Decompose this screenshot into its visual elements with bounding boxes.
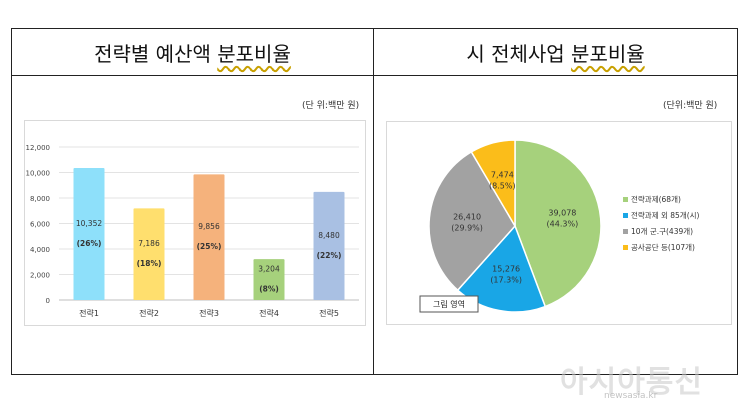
pie-percent-label: (44.3%) bbox=[547, 219, 579, 228]
pie-slice bbox=[456, 224, 547, 313]
pie-slice bbox=[428, 150, 516, 292]
bar-chart: 0 2,000 4,000 6,000 8,000 10,000 12,000 10,352 (… bbox=[26, 144, 359, 318]
outer-frame bbox=[11, 28, 738, 375]
legend-swatch bbox=[623, 229, 628, 234]
bar-value-label: 3,204 bbox=[258, 265, 280, 274]
legend-label: 10개 군.구(439개) bbox=[631, 226, 693, 236]
header-divider bbox=[11, 75, 738, 76]
left-title: 전략별 예산액 분포비율 bbox=[12, 30, 373, 74]
tooltip-box bbox=[419, 295, 479, 313]
pie-percent-label: (8.5%) bbox=[489, 182, 516, 191]
y-tick-label: 12,000 bbox=[26, 144, 51, 152]
pie-slice bbox=[514, 139, 602, 308]
bar-value-label: 9,856 bbox=[198, 222, 220, 231]
legend-label: 공사공단 등(107개) bbox=[631, 242, 695, 252]
y-tick-label: 6,000 bbox=[30, 221, 50, 229]
watermark-logo: 아시아통신 bbox=[560, 365, 703, 400]
legend-swatch bbox=[623, 197, 628, 202]
y-tick-label: 0 bbox=[46, 297, 50, 305]
pie-value-label: 7,474 bbox=[491, 171, 514, 180]
right-title-underlined: 분포비율 bbox=[571, 41, 645, 66]
bar-percent-label: (25%) bbox=[197, 242, 222, 251]
y-tick-label: 2,000 bbox=[30, 272, 50, 280]
bar-percent-label: (26%) bbox=[77, 239, 102, 248]
pie-slice bbox=[470, 139, 516, 229]
y-tick-label: 10,000 bbox=[26, 170, 51, 178]
column-divider bbox=[373, 28, 374, 375]
x-category-label: 전략1 bbox=[79, 308, 99, 318]
y-tick-label: 8,000 bbox=[30, 195, 50, 203]
bar-percent-label: (22%) bbox=[317, 251, 342, 260]
watermark-url: newsasia.kr bbox=[604, 391, 658, 401]
pie-chart-panel: 39,078 (44.3%) 15,276 (17.3%) 26,410 (29.9%) 7… bbox=[386, 121, 732, 325]
x-category-label: 전략3 bbox=[199, 308, 219, 318]
bar-percent-label: (8%) bbox=[259, 285, 279, 294]
pie-value-label: 39,078 bbox=[548, 208, 576, 217]
bar-chart-panel: 0 2,000 4,000 6,000 8,000 10,000 12,000 10,352 (… bbox=[24, 120, 366, 326]
y-tick-label: 4,000 bbox=[30, 246, 50, 254]
pie-percent-label: (17.3%) bbox=[490, 275, 522, 284]
bar bbox=[313, 191, 345, 300]
bar-value-label: 8,480 bbox=[318, 231, 340, 240]
right-title-main: 시 전체사업 bbox=[466, 41, 565, 66]
bar-percent-label: (18%) bbox=[137, 259, 162, 268]
legend-label: 전략과제 외 85개(시) bbox=[631, 210, 700, 220]
legend-swatch bbox=[623, 245, 628, 250]
x-category-label: 전략5 bbox=[319, 308, 339, 318]
pie-value-label: 26,410 bbox=[453, 212, 481, 221]
pie-percent-label: (29.9%) bbox=[451, 223, 483, 232]
bar bbox=[133, 208, 165, 300]
bar-value-label: 7,186 bbox=[138, 239, 160, 248]
pie-value-label: 15,276 bbox=[492, 264, 520, 273]
legend-swatch bbox=[623, 213, 628, 218]
pie-chart: 39,078 (44.3%) 15,276 (17.3%) 26,410 (29.9%) 7… bbox=[419, 139, 700, 313]
x-category-label: 전략2 bbox=[139, 308, 159, 318]
legend-label: 전략과제(68개) bbox=[631, 194, 681, 204]
left-title-main: 전략별 예산액 bbox=[94, 41, 211, 66]
right-title: 시 전체사업 분포비율 bbox=[374, 30, 737, 74]
tooltip-label: 그림 영역 bbox=[433, 299, 465, 309]
bar bbox=[193, 174, 225, 300]
bar bbox=[253, 259, 285, 300]
unit-label-right: (단위:백만 원) bbox=[663, 101, 718, 111]
bar bbox=[73, 168, 105, 300]
left-title-underlined: 분포비율 bbox=[217, 41, 291, 66]
x-category-label: 전략4 bbox=[259, 308, 279, 318]
bar-value-label: 10,352 bbox=[76, 219, 102, 228]
unit-label-left: (단 위:백만 원) bbox=[302, 101, 360, 111]
